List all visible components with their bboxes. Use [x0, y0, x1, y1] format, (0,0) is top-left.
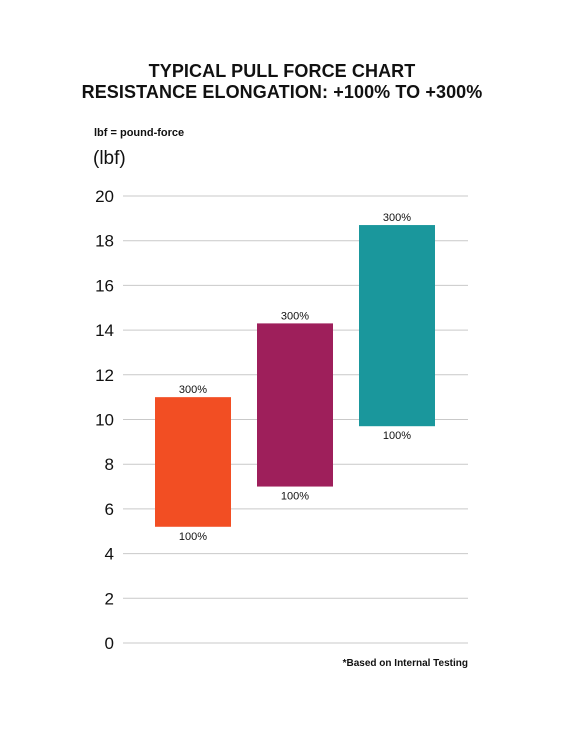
y-tick-label: 12 [95, 366, 114, 385]
y-tick-label: 14 [95, 321, 114, 340]
y-tick-label: 20 [95, 187, 114, 206]
data-label-low: 100% [383, 430, 411, 442]
y-tick-label: 2 [105, 589, 114, 608]
data-label-high: 300% [179, 384, 207, 396]
data-label-high: 300% [383, 212, 411, 224]
data-label-low: 100% [281, 491, 309, 503]
y-tick-label: 8 [105, 455, 114, 474]
y-tick-label: 0 [105, 634, 114, 653]
y-tick-label: 10 [95, 411, 114, 430]
footnote: *Based on Internal Testing [342, 658, 468, 669]
bars [155, 225, 435, 527]
y-tick-label: 6 [105, 500, 114, 519]
data-labels: 300% 100% 300% 100% 300% 100% [179, 212, 411, 543]
y-tick-label: 18 [95, 232, 114, 251]
y-tick-label: 4 [105, 545, 114, 564]
y-tick-label: 16 [95, 276, 114, 295]
bar [359, 225, 435, 427]
data-label-low: 100% [179, 531, 207, 543]
y-tick-labels: 0 2 4 6 8 10 12 14 16 18 20 [95, 187, 114, 653]
chart-title: TYPICAL PULL FORCE CHART [148, 61, 416, 81]
data-label-high: 300% [281, 310, 309, 322]
chart-subtitle: RESISTANCE ELONGATION: +100% TO +300% [81, 82, 483, 102]
y-axis-label: (lbf) [93, 148, 126, 169]
bar [257, 323, 333, 487]
bar [155, 397, 231, 527]
unit-note: lbf = pound-force [94, 127, 185, 139]
